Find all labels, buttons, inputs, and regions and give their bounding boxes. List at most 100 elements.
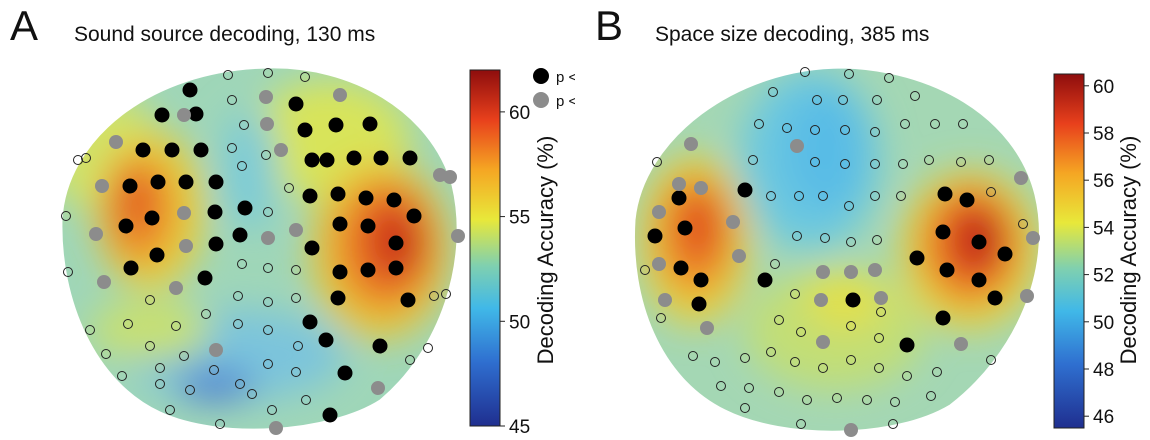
colorbar-tick-label: 46	[1093, 407, 1114, 428]
electrode-significant-p01	[150, 174, 166, 190]
electrode-significant-p01	[122, 178, 138, 194]
electrode-significant-p05	[177, 108, 191, 122]
electrode-significant-p01	[362, 116, 378, 132]
electrode-significant-p01	[937, 186, 953, 202]
electrode-significant-p05	[790, 139, 804, 153]
electrode-nonsignificant	[794, 191, 804, 201]
electrode-significant-p05	[97, 275, 111, 289]
electrode-nonsignificant	[870, 159, 880, 169]
electrode-nonsignificant	[61, 211, 71, 221]
electrode-significant-p05	[371, 381, 385, 395]
electrode-nonsignificant	[810, 157, 820, 167]
legend-gray-dot	[533, 92, 549, 108]
electrode-significant-p05	[868, 263, 882, 277]
electrode-significant-p05	[260, 117, 274, 131]
electrode-significant-p01	[757, 272, 773, 288]
electrode-nonsignificant	[263, 297, 273, 307]
colorbar-tick-label: 54	[1093, 218, 1115, 239]
electrode-nonsignificant	[263, 263, 273, 273]
electrode-nonsignificant	[932, 367, 942, 377]
electrode-significant-p01	[182, 82, 198, 98]
electrode-significant-p01	[971, 234, 987, 250]
colorbar-tick-label: 56	[1093, 171, 1114, 192]
electrode-nonsignificant	[796, 419, 806, 429]
electrode-nonsignificant	[958, 119, 968, 129]
electrode-significant-p05	[652, 257, 666, 271]
electrode-nonsignificant	[284, 183, 294, 193]
electrode-significant-p01	[388, 235, 404, 251]
electrode-nonsignificant	[223, 70, 233, 80]
electrode-significant-p01	[302, 188, 318, 204]
electrode-nonsignificant	[688, 351, 698, 361]
electrode-significant-p05	[89, 227, 103, 241]
electrode-significant-p01	[693, 272, 709, 288]
electrode-significant-p01	[197, 270, 213, 286]
electrode-significant-p05	[672, 177, 686, 191]
legend-label-p05: p < .05 FDR	[556, 93, 575, 110]
electrode-significant-p01	[373, 150, 389, 166]
electrode-significant-p05	[169, 281, 183, 295]
electrode-nonsignificant	[810, 125, 820, 135]
electrode-nonsignificant	[145, 341, 155, 351]
electrode-nonsignificant	[956, 157, 966, 167]
electrode-significant-p01	[208, 236, 224, 252]
electrode-nonsignificant	[263, 359, 273, 369]
panel-title: Space size decoding, 385 ms	[655, 23, 930, 46]
electrode-nonsignificant	[117, 371, 127, 381]
topomap-b: 46 48 50 52 54 56 58 60 Decoding Accuracy (%)	[633, 67, 1141, 437]
colorbar-tick-label: 60	[1093, 77, 1114, 98]
electrode-significant-p01	[402, 150, 418, 166]
electrode-significant-p01	[360, 218, 376, 234]
electrode-nonsignificant	[710, 357, 720, 367]
electrode-nonsignificant	[820, 233, 830, 243]
electrode-significant-p01	[337, 365, 353, 381]
electrode-nonsignificant	[774, 315, 784, 325]
electrode-significant-p01	[144, 210, 160, 226]
electrode-nonsignificant	[261, 150, 271, 160]
electrode-significant-p05	[954, 337, 968, 351]
electrode-significant-p05	[333, 88, 347, 102]
electrode-significant-p05	[109, 135, 123, 149]
electrode-significant-p05	[844, 265, 858, 279]
electrode-significant-p05	[1020, 289, 1034, 303]
electrode-significant-p01	[939, 262, 955, 278]
electrode-significant-p05	[179, 239, 193, 253]
electrode-nonsignificant	[165, 405, 175, 415]
electrode-significant-p01	[208, 174, 224, 190]
electrode-significant-p01	[899, 337, 915, 353]
colorbar-label: Decoding Accuracy (%)	[1116, 136, 1141, 365]
electrode-nonsignificant	[872, 235, 882, 245]
electrode-nonsignificant	[840, 125, 850, 135]
electrode-nonsignificant	[291, 367, 301, 377]
electrode-significant-p01	[304, 240, 320, 256]
electrode-nonsignificant	[263, 207, 273, 217]
electrode-significant-p01	[288, 96, 304, 112]
electrode-nonsignificant	[237, 161, 247, 171]
electrode-nonsignificant	[782, 123, 792, 133]
electrode-nonsignificant	[766, 191, 776, 201]
electrode-significant-p01	[677, 220, 693, 236]
colorbar-a: 45 50 55 60 Decoding Accuracy (%)	[469, 69, 558, 438]
electrode-nonsignificant	[740, 353, 750, 363]
electrode-significant-p05	[259, 90, 273, 104]
electrode-significant-p01	[318, 332, 334, 348]
electrode-nonsignificant	[423, 343, 433, 353]
electrode-nonsignificant	[844, 201, 854, 211]
electrode-significant-p05	[451, 229, 465, 243]
electrode-significant-p01	[987, 290, 1003, 306]
electrode-significant-p05	[658, 293, 672, 307]
electrode-significant-p01	[154, 107, 170, 123]
electrode-nonsignificant	[201, 309, 211, 319]
electrode-nonsignificant	[740, 403, 750, 413]
electrode-significant-p01	[237, 200, 253, 216]
topomap-surface	[61, 67, 458, 430]
electrode-nonsignificant	[890, 397, 900, 407]
electrode-nonsignificant	[984, 155, 994, 165]
electrode-nonsignificant	[832, 393, 842, 403]
electrode-nonsignificant	[640, 265, 650, 275]
colorbar-tick-label: 58	[1093, 124, 1114, 145]
panel-title: Sound source decoding, 130 ms	[74, 23, 376, 46]
electrode-significant-p01	[135, 142, 151, 158]
electrode-nonsignificant	[926, 391, 936, 401]
electrode-nonsignificant	[986, 187, 996, 197]
